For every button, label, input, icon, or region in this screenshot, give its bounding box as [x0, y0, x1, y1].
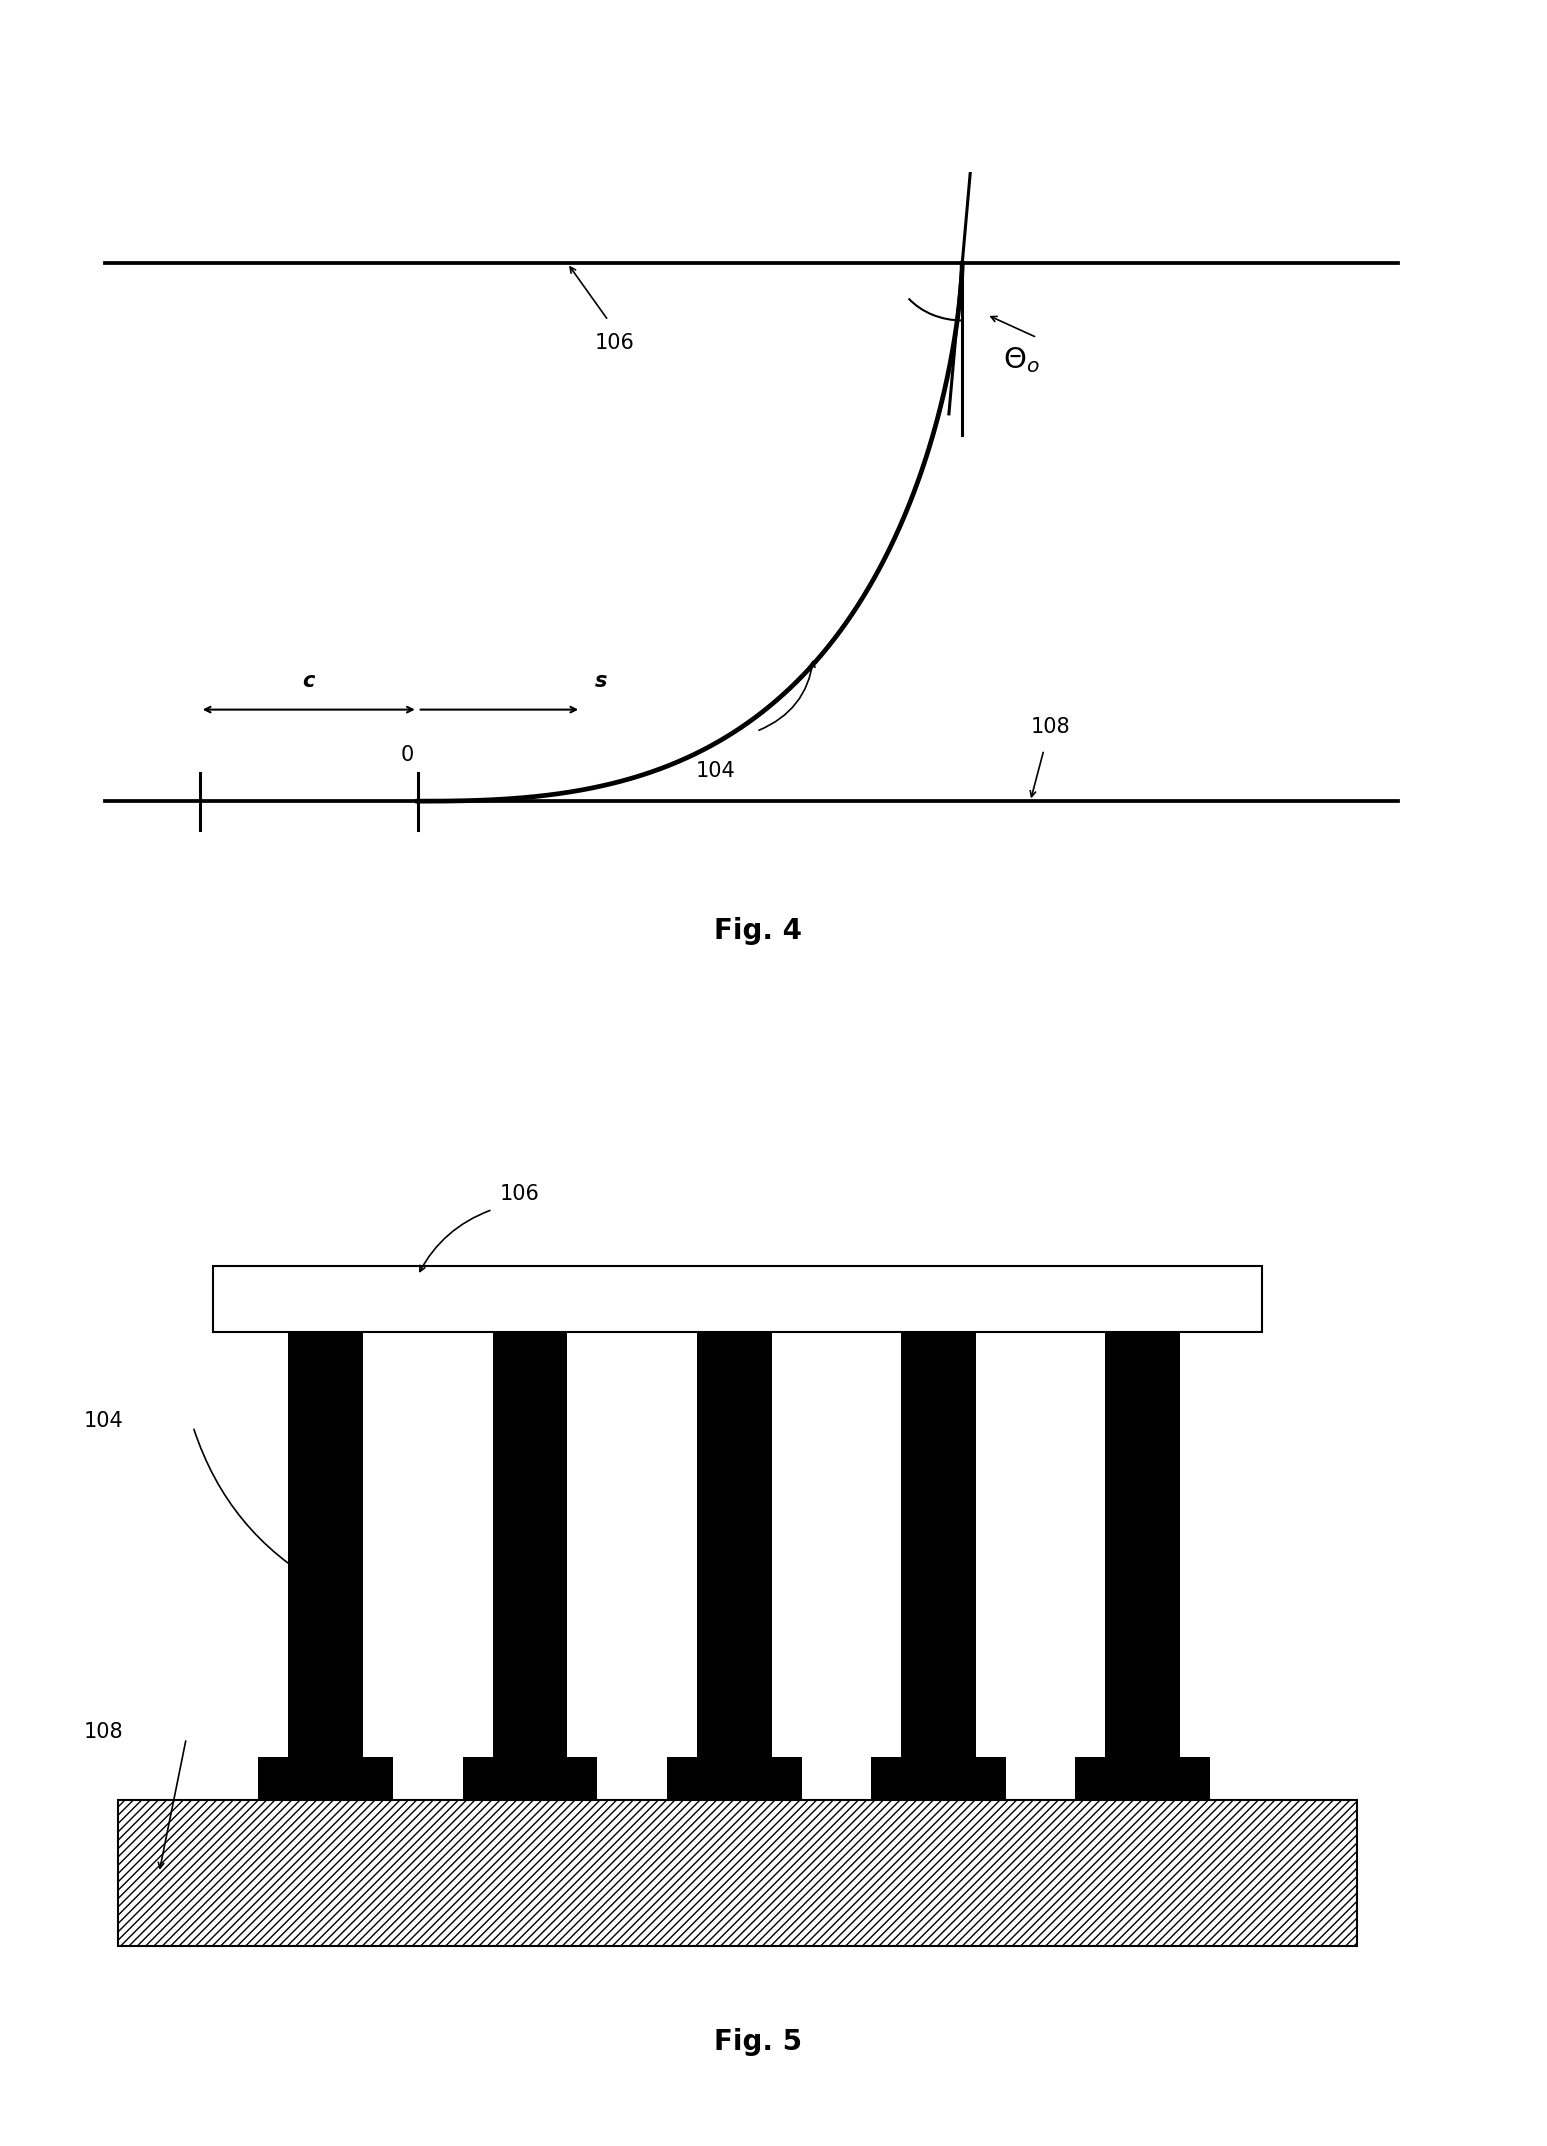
Bar — [667, 1758, 801, 1800]
Bar — [492, 1333, 568, 1758]
Text: 0: 0 — [401, 745, 413, 766]
Bar — [696, 1333, 772, 1758]
Bar — [258, 1758, 393, 1800]
Text: c: c — [303, 672, 316, 691]
Bar — [900, 1333, 976, 1758]
Bar — [1105, 1333, 1180, 1758]
Bar — [213, 1266, 1262, 1333]
Bar — [871, 1758, 1006, 1800]
Text: Fig. 4: Fig. 4 — [715, 916, 801, 944]
Text: 104: 104 — [84, 1410, 124, 1431]
Text: $\Theta_o$: $\Theta_o$ — [1002, 346, 1040, 376]
Text: Fig. 5: Fig. 5 — [715, 2028, 801, 2056]
Bar — [288, 1333, 364, 1758]
Bar — [1075, 1758, 1210, 1800]
Text: 108: 108 — [1030, 717, 1071, 736]
Bar — [118, 1800, 1357, 1946]
Text: s: s — [594, 672, 606, 691]
Text: 106: 106 — [500, 1185, 540, 1204]
Bar — [463, 1758, 597, 1800]
Text: 108: 108 — [84, 1723, 124, 1743]
Text: 106: 106 — [594, 333, 634, 354]
Text: 104: 104 — [696, 762, 735, 781]
